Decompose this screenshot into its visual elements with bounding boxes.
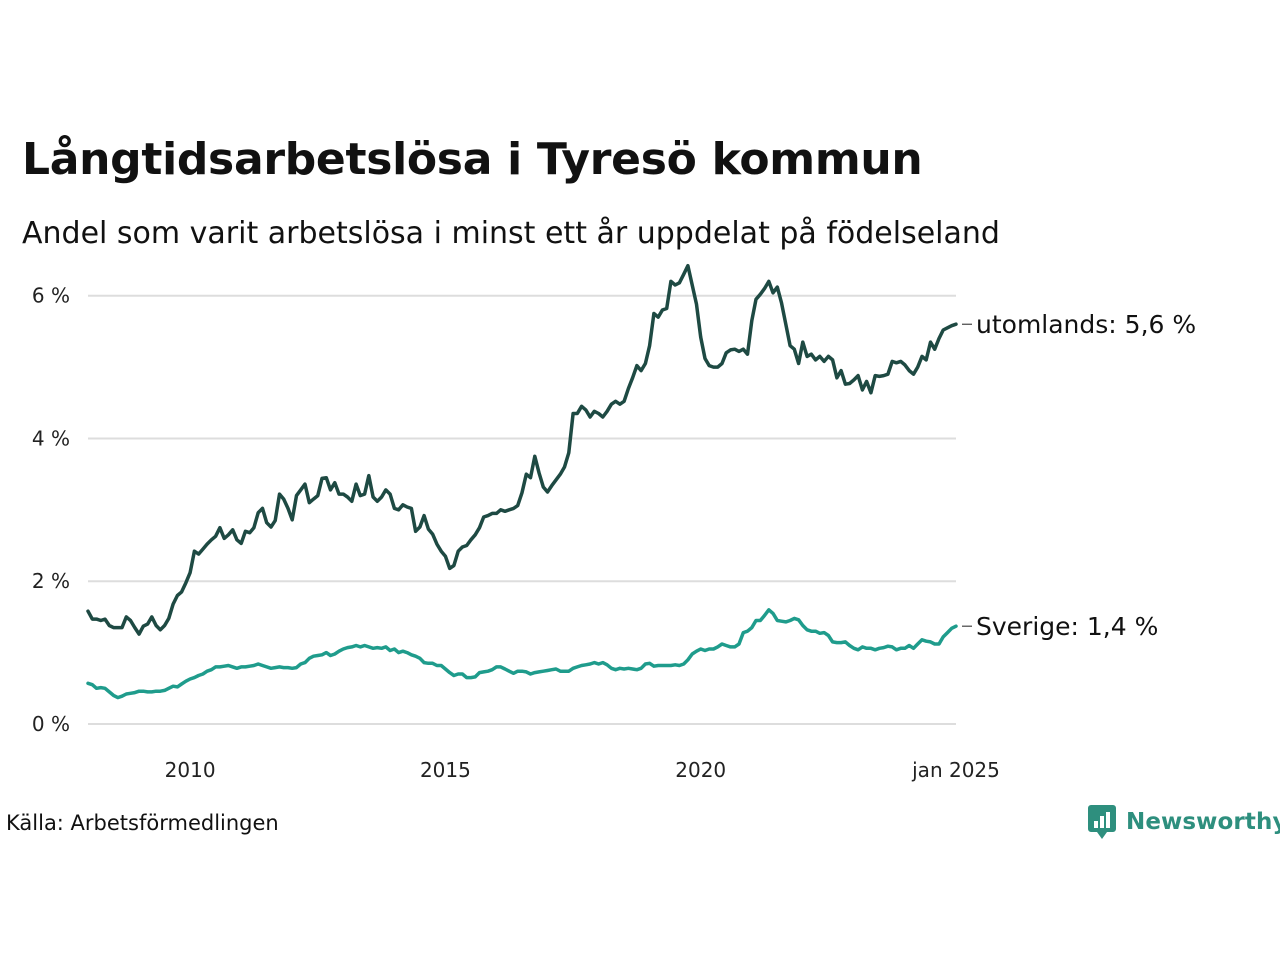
y-tick-label: 2 % <box>32 569 70 593</box>
series-line-utomlands <box>86 263 958 636</box>
series-line-sverige <box>86 608 958 700</box>
chart-subtitle: Andel som varit arbetslösa i minst ett å… <box>22 216 1000 251</box>
newsworthy-logo-text: Newsworthy <box>1126 809 1280 835</box>
x-tick-label: jan 2025 <box>911 758 1000 782</box>
chart-title: Långtidsarbetslösa i Tyresö kommun <box>22 134 923 185</box>
gridlines <box>88 294 956 725</box>
series-end-labels: utomlands: 5,6 % Sverige: 1,4 % <box>962 310 1196 641</box>
x-tick-label: 2020 <box>675 758 726 782</box>
y-tick-label: 4 % <box>32 426 70 450</box>
series-lines <box>86 263 958 700</box>
series-end-label-utomlands: utomlands: 5,6 % <box>976 310 1196 339</box>
x-axis-tick-labels: 2010 2015 2020 jan 2025 <box>165 758 1000 782</box>
newsworthy-logo: Newsworthy <box>1088 804 1280 840</box>
y-axis-tick-labels: 0 % 2 % 4 % 6 % <box>32 284 70 736</box>
x-tick-label: 2015 <box>420 758 471 782</box>
y-tick-label: 0 % <box>32 712 70 736</box>
source-note: Källa: Arbetsförmedlingen <box>6 811 279 835</box>
series-end-label-sverige: Sverige: 1,4 % <box>976 612 1158 641</box>
y-tick-label: 6 % <box>32 284 70 308</box>
newsworthy-logo-icon <box>1088 805 1116 839</box>
x-tick-label: 2010 <box>165 758 216 782</box>
